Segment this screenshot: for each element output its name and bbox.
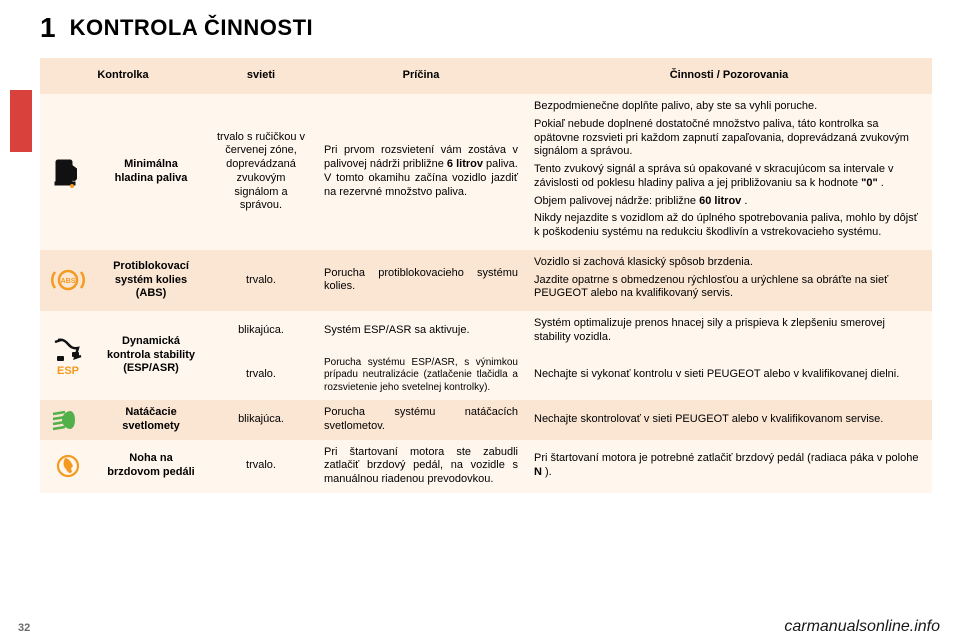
- chapter-number: 1: [40, 12, 56, 44]
- warning-state: trvalo.: [206, 440, 316, 493]
- warning-cause: Porucha systému natáčacích svetlometov.: [316, 400, 526, 440]
- table-row: ABS Protiblokovací systém kolies (ABS) t…: [40, 250, 932, 311]
- headlamp-icon: [51, 409, 85, 431]
- warning-state: blikajúca.: [206, 311, 316, 351]
- col-svieti: svieti: [206, 58, 316, 94]
- warning-cause: Systém ESP/ASR sa aktivuje.: [316, 311, 526, 351]
- abs-icon: ABS: [51, 266, 85, 294]
- svg-text:ESP: ESP: [57, 365, 79, 376]
- col-pricina: Príčina: [316, 58, 526, 94]
- col-kontrolka: Kontrolka: [40, 58, 206, 94]
- text: Nikdy nejazdite s vozidlom až do úplného…: [534, 212, 924, 240]
- text: Tento zvukový signál a správa sú opakova…: [534, 163, 894, 189]
- warning-name: Noha na brzdovom pedáli: [96, 440, 206, 493]
- page-header: 1 KONTROLA ČINNOSTI: [40, 12, 932, 44]
- warning-action: Systém optimalizuje prenos hnacej sily a…: [526, 311, 932, 351]
- text: paliva.: [486, 158, 518, 170]
- warning-name: Natáčacie svetlomety: [96, 400, 206, 440]
- text: .: [744, 195, 747, 207]
- text: Bezpodmienečne doplňte palivo, aby ste s…: [534, 100, 924, 114]
- text: Objem palivovej nádrže: približne: [534, 195, 699, 207]
- bold-text: "0": [861, 177, 878, 189]
- page: 1 KONTROLA ČINNOSTI Kontrolka svieti Prí…: [0, 0, 960, 640]
- warning-cause: Porucha protiblokovacieho systému kolies…: [316, 250, 526, 311]
- text: Vozidlo si zachová klasický spôsob brzde…: [534, 256, 924, 270]
- table-row: Minimálna hladina paliva trvalo s ručičk…: [40, 94, 932, 250]
- page-number: 32: [18, 622, 30, 634]
- warning-name: Minimálna hladina paliva: [96, 94, 206, 250]
- warning-state: trvalo.: [206, 351, 316, 401]
- warning-action: Bezpodmienečne doplňte palivo, aby ste s…: [526, 94, 932, 250]
- esp-icon: ESP: [51, 336, 85, 376]
- col-cinnosti: Činnosti / Pozorovania: [526, 58, 932, 94]
- table-row: Natáčacie svetlomety blikajúca. Porucha …: [40, 400, 932, 440]
- watermark: carmanualsonline.info: [784, 618, 940, 636]
- text: .: [881, 177, 884, 189]
- warning-state: blikajúca.: [206, 400, 316, 440]
- warning-action: Nechajte skontrolovať v sieti PEUGEOT al…: [526, 400, 932, 440]
- text: V tomto okamihu začína vozidlo jazdiť na…: [324, 172, 518, 200]
- warning-action: Pri štartovaní motora je potrebné zatlač…: [526, 440, 932, 493]
- warning-state: trvalo s ručičkou v červenej zóne, dopre…: [206, 94, 316, 250]
- warning-cause: Pri štartovaní motora ste zabudli zatlač…: [316, 440, 526, 493]
- warning-action: Nechajte si vykonať kontrolu v sieti PEU…: [526, 351, 932, 401]
- icon-cell: [40, 440, 96, 493]
- warning-action: Vozidlo si zachová klasický spôsob brzde…: [526, 250, 932, 311]
- text: Pri štartovaní motora je potrebné zatlač…: [534, 452, 918, 464]
- icon-cell: [40, 400, 96, 440]
- table-row: ESP Dynamická kontrola stability (ESP/AS…: [40, 311, 932, 351]
- warning-state: trvalo.: [206, 250, 316, 311]
- brake-foot-icon: [51, 451, 85, 481]
- table-row: Noha na brzdovom pedáli trvalo. Pri štar…: [40, 440, 932, 493]
- icon-cell: ABS: [40, 250, 96, 311]
- bold-text: 6 litrov: [447, 158, 483, 170]
- warning-name: Dynamická kontrola stability (ESP/ASR): [96, 311, 206, 400]
- fuel-icon: [52, 156, 84, 188]
- bold-text: N: [534, 466, 542, 478]
- icon-cell: [40, 94, 96, 250]
- text: ).: [545, 466, 552, 478]
- bold-text: 60 litrov: [699, 195, 741, 207]
- svg-text:ABS: ABS: [61, 278, 76, 285]
- text: Pokiaľ nebude doplnené dostatočné množst…: [534, 118, 924, 159]
- warning-cause: Porucha systému ESP/ASR, s výnimkou príp…: [316, 351, 526, 401]
- page-title: KONTROLA ČINNOSTI: [70, 15, 314, 41]
- text: Jazdite opatrne s obmedzenou rýchlosťou …: [534, 274, 924, 302]
- warning-lights-table: Kontrolka svieti Príčina Činnosti / Pozo…: [40, 58, 932, 493]
- warning-name: Protiblokovací systém kolies (ABS): [96, 250, 206, 311]
- warning-cause: Pri prvom rozsvietení vám zostáva v pali…: [316, 94, 526, 250]
- side-tab: [10, 90, 32, 152]
- icon-cell: ESP: [40, 311, 96, 400]
